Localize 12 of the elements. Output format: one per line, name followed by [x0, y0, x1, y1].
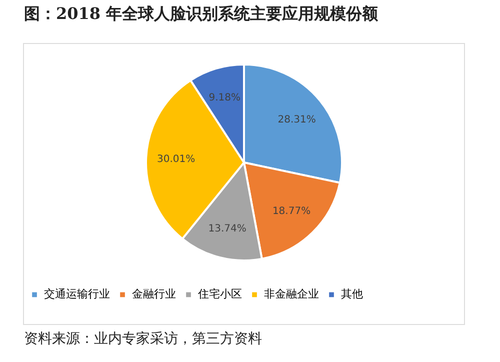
data-label: 28.31% [278, 114, 316, 126]
legend-label: 非金融企业 [264, 288, 319, 301]
legend-label: 其他 [341, 288, 363, 301]
data-label: 13.74% [208, 223, 246, 234]
data-label: 18.77% [272, 206, 311, 218]
text: 资料来源：业内专家采访，第三方资料 [24, 330, 262, 348]
legend-label: 住宅小区 [198, 288, 242, 301]
data-label: 9.18% [208, 92, 241, 104]
chart-title: 图：2018 年全球人脸识别系统主要应用规模份额 [24, 4, 378, 25]
legend-label: 交通运输行业 [44, 288, 110, 301]
legend-label: 金融行业 [132, 288, 176, 301]
data-label: 30.01% [157, 154, 196, 166]
